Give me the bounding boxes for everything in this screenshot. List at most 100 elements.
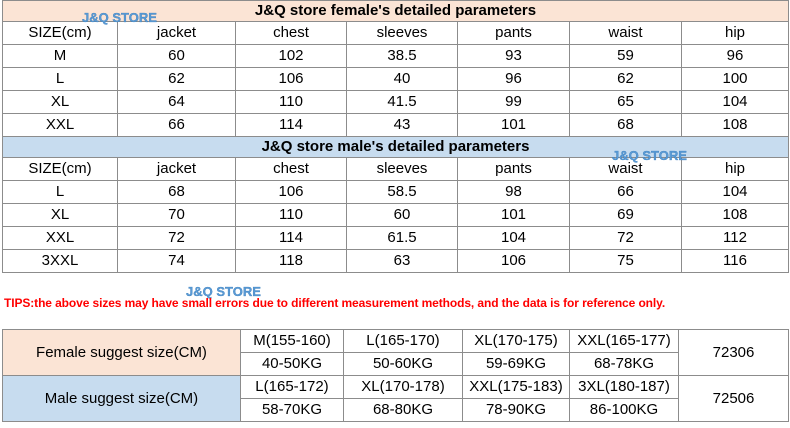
table-cell: 106 <box>235 180 347 204</box>
suggest-weight: 86-100KG <box>569 398 679 422</box>
table-cell: 114 <box>235 113 347 137</box>
male-table-title: J&Q store male's detailed parameters <box>1 136 790 158</box>
male-suggest-label: Male suggest size(CM) <box>2 375 241 422</box>
store-watermark: J&Q STORE <box>612 148 687 163</box>
table-cell: 66 <box>569 180 682 204</box>
table-cell: XL <box>2 203 118 227</box>
suggest-size: L(165-170) <box>343 329 463 353</box>
table-cell: 104 <box>680 180 790 204</box>
table-cell: 99 <box>457 90 570 114</box>
table-cell: 106 <box>457 249 570 273</box>
table-cell: 93 <box>457 44 570 68</box>
female-weight-row: 40-50KG 50-60KG 59-69KG 68-78KG <box>3 352 789 376</box>
male-header-row: SIZE(cm) jacket chest sleeves pants wais… <box>2 157 790 181</box>
female-suggest-row: Female suggest size(CM) M(155-160) L(165… <box>2 329 789 376</box>
table-cell: 100 <box>680 67 790 91</box>
female-suggest-label: Female suggest size(CM) <box>2 329 241 376</box>
table-cell: 58.5 <box>346 180 458 204</box>
suggest-size: L(165-172) <box>240 375 344 399</box>
table-cell: 96 <box>457 67 570 91</box>
table-cell: 60 <box>346 203 458 227</box>
table-cell: 70 <box>117 203 236 227</box>
table-cell: 114 <box>235 226 347 250</box>
female-suggest-code: 72306 <box>678 329 789 376</box>
table-row: XL 70 110 60 101 69 108 <box>2 203 790 227</box>
table-cell: 62 <box>569 67 682 91</box>
table-cell: 72 <box>569 226 682 250</box>
table-cell: 60 <box>117 44 236 68</box>
table-row: XL 64 110 41.5 99 65 104 <box>2 90 790 114</box>
suggest-weight: 68-80KG <box>343 398 463 422</box>
table-cell: 41.5 <box>346 90 458 114</box>
column-header: waist <box>569 21 682 45</box>
table-cell: 101 <box>457 203 570 227</box>
female-header-row: SIZE(cm) jacket chest sleeves pants wais… <box>2 21 790 45</box>
male-weight-row: 58-70KG 68-80KG 78-90KG 86-100KG <box>3 398 789 422</box>
table-cell: 116 <box>680 249 790 273</box>
column-header: chest <box>235 157 347 181</box>
table-cell: 104 <box>680 90 790 114</box>
table-cell: 66 <box>117 113 236 137</box>
column-header: hip <box>680 21 790 45</box>
table-cell: 74 <box>117 249 236 273</box>
table-cell: 108 <box>680 113 790 137</box>
suggest-weight: 78-90KG <box>462 398 570 422</box>
table-cell: 106 <box>235 67 347 91</box>
table-cell: 75 <box>569 249 682 273</box>
column-header: pants <box>457 21 570 45</box>
suggest-weight: 59-69KG <box>462 352 570 376</box>
suggest-size: XXL(175-183) <box>462 375 570 399</box>
female-table-title: J&Q store female's detailed parameters <box>1 0 790 22</box>
table-cell: 64 <box>117 90 236 114</box>
table-cell: 40 <box>346 67 458 91</box>
table-cell: XXL <box>2 226 118 250</box>
suggest-size: XL(170-178) <box>343 375 463 399</box>
table-cell: 68 <box>117 180 236 204</box>
column-header: chest <box>235 21 347 45</box>
suggest-size: 3XL(180-187) <box>569 375 679 399</box>
column-header: jacket <box>117 157 236 181</box>
column-header: pants <box>457 157 570 181</box>
table-row: XXL 72 114 61.5 104 72 112 <box>2 226 790 250</box>
table-cell: 98 <box>457 180 570 204</box>
table-cell: 104 <box>457 226 570 250</box>
table-cell: 59 <box>569 44 682 68</box>
male-suggest-row: Male suggest size(CM) L(165-172) XL(170-… <box>2 375 789 422</box>
size-table: J&Q store female's detailed parameters S… <box>1 0 790 273</box>
suggest-weight: 50-60KG <box>343 352 463 376</box>
table-row: L 62 106 40 96 62 100 <box>2 67 790 91</box>
store-watermark: J&Q STORE <box>82 10 157 25</box>
table-cell: 43 <box>346 113 458 137</box>
table-cell: 68 <box>569 113 682 137</box>
table-cell: 65 <box>569 90 682 114</box>
suggest-size: XL(170-175) <box>462 329 570 353</box>
column-header: SIZE(cm) <box>2 157 118 181</box>
table-cell: 110 <box>235 90 347 114</box>
table-row: XXL 66 114 43 101 68 108 <box>2 113 790 137</box>
column-header: sleeves <box>346 157 458 181</box>
table-cell: L <box>2 180 118 204</box>
table-cell: 3XXL <box>2 249 118 273</box>
suggest-weight: 68-78KG <box>569 352 679 376</box>
table-cell: 112 <box>680 226 790 250</box>
table-cell: XL <box>2 90 118 114</box>
column-header: waist <box>569 157 682 181</box>
table-cell: M <box>2 44 118 68</box>
table-row: L 68 106 58.5 98 66 104 <box>2 180 790 204</box>
column-header: sleeves <box>346 21 458 45</box>
table-cell: 72 <box>117 226 236 250</box>
column-header: hip <box>680 157 790 181</box>
table-cell: 108 <box>680 203 790 227</box>
suggest-size-table: Female suggest size(CM) M(155-160) L(165… <box>2 329 789 422</box>
table-cell: 110 <box>235 203 347 227</box>
table-cell: XXL <box>2 113 118 137</box>
table-cell: 96 <box>680 44 790 68</box>
table-cell: 62 <box>117 67 236 91</box>
suggest-size: XXL(165-177) <box>569 329 679 353</box>
table-row: M 60 102 38.5 93 59 96 <box>2 44 790 68</box>
table-row: 3XXL 74 118 63 106 75 116 <box>2 249 790 273</box>
column-header: jacket <box>117 21 236 45</box>
tips-note: TIPS:the above sizes may have small erro… <box>4 296 666 310</box>
table-cell: 101 <box>457 113 570 137</box>
